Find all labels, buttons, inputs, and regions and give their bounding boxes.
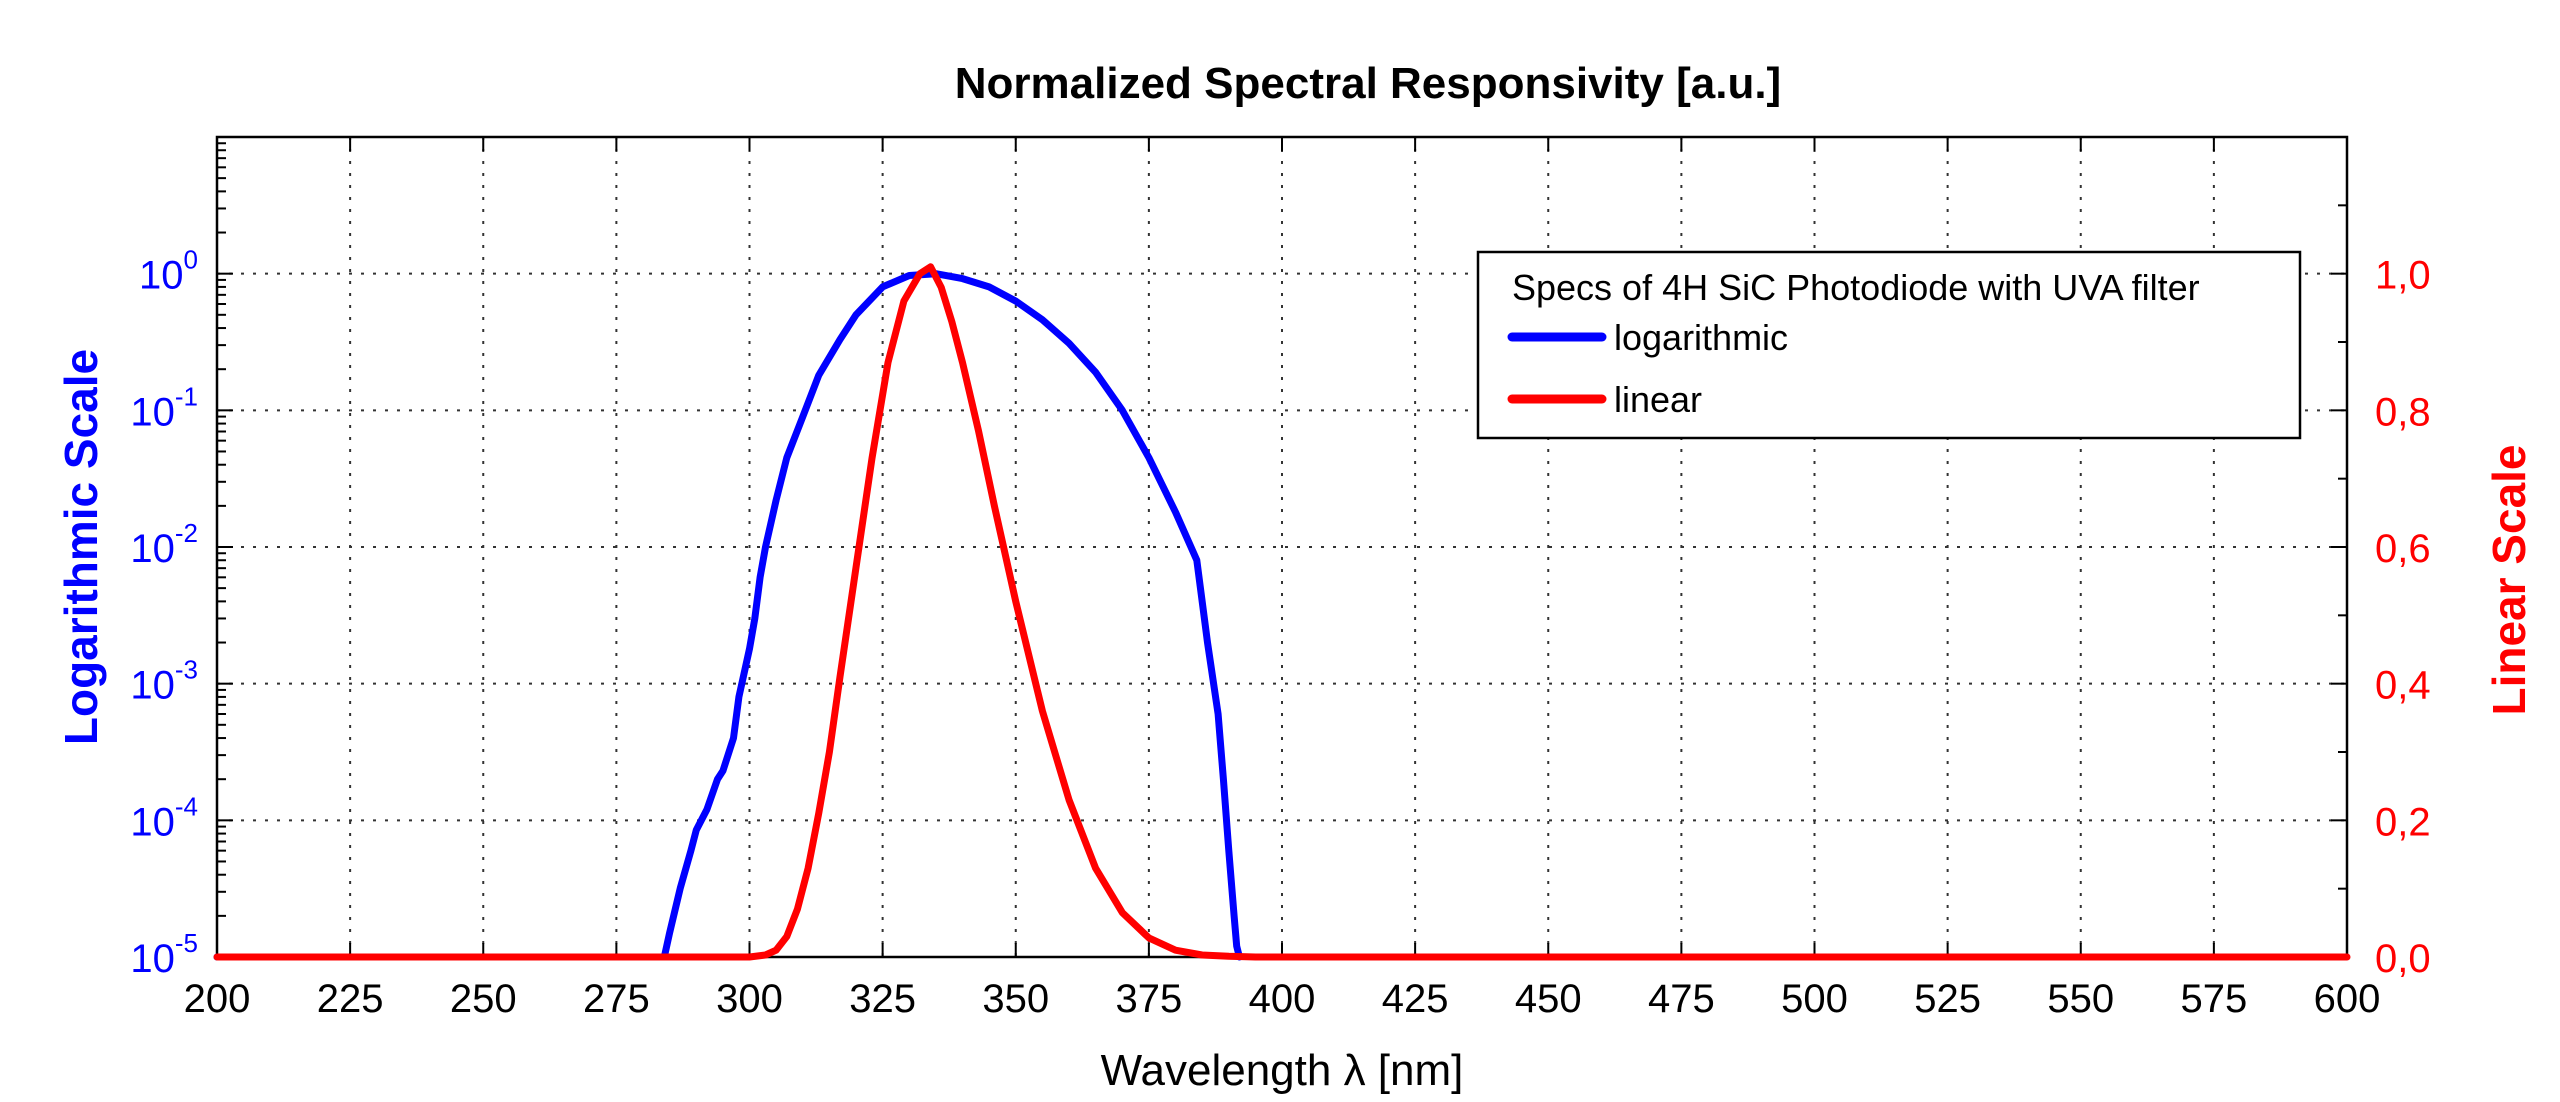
- x-tick-label: 425: [1382, 977, 1449, 1021]
- left-tick-labels: 10-5 10-4 10-3 10-2 10-1 100: [130, 245, 198, 981]
- left-tick-label: 10-1: [130, 381, 198, 434]
- x-tick-label: 300: [716, 977, 783, 1021]
- grid-lines: [217, 137, 2347, 957]
- x-tick-label: 450: [1515, 977, 1582, 1021]
- x-tick-label: 275: [583, 977, 650, 1021]
- right-tick-label: 0,8: [2375, 390, 2431, 434]
- x-tick-label: 350: [982, 977, 1049, 1021]
- legend-title: Specs of 4H SiC Photodiode with UVA filt…: [1512, 267, 2200, 308]
- left-tick-label: 10-4: [130, 791, 198, 844]
- left-tick-label: 10-3: [130, 655, 198, 708]
- x-axis-label: Wavelength λ [nm]: [1101, 1046, 1464, 1095]
- x-tick-label: 325: [849, 977, 916, 1021]
- x-tick-labels: 200 225 250 275 300 325 350 375 400 425 450 475 500 5…: [184, 977, 2381, 1021]
- right-tick-label: 0,6: [2375, 527, 2431, 571]
- series-line-linear: [213, 263, 2351, 961]
- legend-label-linear: linear: [1614, 379, 1702, 420]
- right-tick-labels: 0,0 0,2 0,4 0,6 0,8 1,0: [2375, 254, 2431, 981]
- chart-title: Normalized Spectral Responsivity [a.u.]: [955, 59, 1781, 108]
- x-tick-label: 250: [450, 977, 517, 1021]
- x-tick-label: 375: [1116, 977, 1183, 1021]
- x-tick-label: 225: [317, 977, 384, 1021]
- right-tick-label: 0,4: [2375, 664, 2431, 708]
- series-line-logarithmic: [213, 270, 1243, 961]
- x-tick-label: 550: [2047, 977, 2114, 1021]
- right-tick-label: 0,0: [2375, 937, 2431, 981]
- series-lines: [213, 263, 2351, 961]
- left-tick-label: 10-5: [130, 928, 198, 981]
- x-tick-label: 400: [1249, 977, 1316, 1021]
- left-tick-label: 100: [139, 245, 198, 298]
- legend-label-logarithmic: logarithmic: [1614, 317, 1788, 358]
- x-tick-label: 575: [2181, 977, 2248, 1021]
- legend-box: [1476, 250, 2302, 440]
- legend: Specs of 4H SiC Photodiode with UVA filt…: [1476, 250, 2302, 440]
- left-tick-label: 10-2: [130, 518, 198, 571]
- left-axis-label: Logarithmic Scale: [55, 349, 107, 745]
- x-tick-label: 600: [2314, 977, 2381, 1021]
- right-tick-label: 0,2: [2375, 800, 2431, 844]
- x-tick-label: 200: [184, 977, 251, 1021]
- right-tick-label: 1,0: [2375, 254, 2431, 298]
- x-tick-label: 475: [1648, 977, 1715, 1021]
- right-axis-label: Linear Scale: [2483, 444, 2535, 715]
- x-tick-label: 500: [1781, 977, 1848, 1021]
- x-tick-label: 525: [1914, 977, 1981, 1021]
